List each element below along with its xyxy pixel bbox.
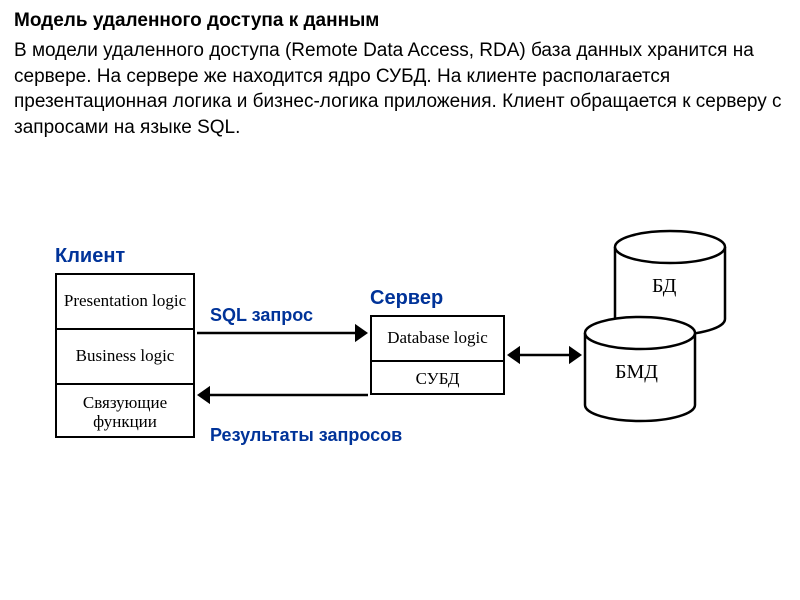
description-paragraph: В модели удаленного доступа (Remote Data… <box>0 36 800 141</box>
results-label: Результаты запросов <box>210 425 402 446</box>
server-label: Сервер <box>370 287 443 310</box>
client-cell-presentation: Presentation logic <box>57 275 193 330</box>
sql-request-label: SQL запрос <box>210 305 313 326</box>
client-box: Presentation logic Business logic Связую… <box>55 273 195 438</box>
rda-diagram: Клиент Presentation logic Business logic… <box>0 225 800 565</box>
client-label: Клиент <box>55 245 125 268</box>
server-cell-dblogic: Database logic <box>372 317 503 362</box>
client-cell-binding: Связующие функции <box>57 385 193 440</box>
server-cell-subd: СУБД <box>372 362 503 397</box>
bmd-cylinder-label: БМД <box>615 361 658 384</box>
page-title: Модель удаленного доступа к данным <box>0 0 800 36</box>
client-cell-business: Business logic <box>57 330 193 385</box>
bd-cylinder-label: БД <box>652 275 676 298</box>
server-box: Database logic СУБД <box>370 315 505 395</box>
